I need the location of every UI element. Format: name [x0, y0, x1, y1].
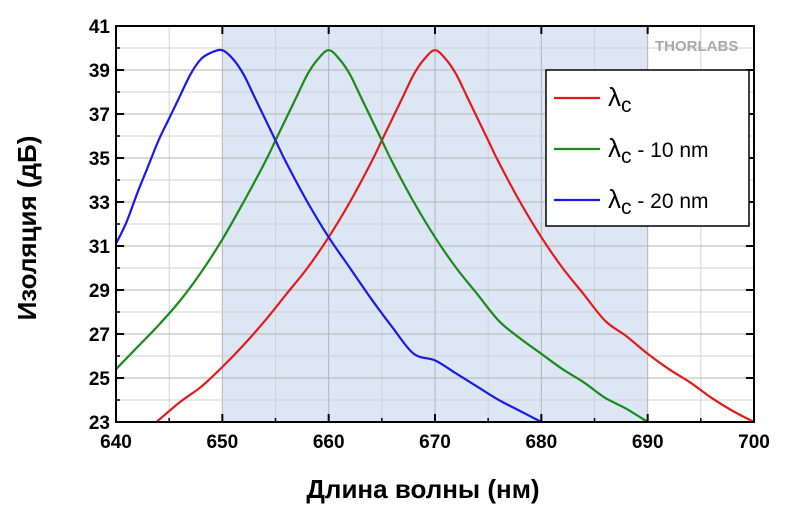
y-tick-label: 31: [89, 237, 111, 258]
y-tick-label: 39: [89, 61, 110, 82]
series-line-0: [155, 49, 755, 423]
lambda-symbol: λ: [608, 82, 621, 112]
ticks: [115, 25, 755, 423]
lambda-symbol: λ: [608, 133, 621, 163]
y-tick-label: 23: [89, 413, 110, 434]
x-tick-label: 650: [206, 432, 238, 453]
y-tick-label: 33: [89, 193, 110, 214]
x-tick-label: 640: [100, 432, 132, 453]
subscript-c: c: [621, 94, 632, 117]
x-tick-label: 660: [313, 432, 345, 453]
y-tick-label: 29: [89, 281, 110, 302]
lambda-symbol: λ: [608, 184, 621, 214]
x-tick-label: 680: [525, 432, 557, 453]
subscript-c: c: [621, 196, 632, 219]
y-axis-title: Изоляция (дБ): [12, 136, 42, 321]
y-tick-label: 35: [89, 149, 111, 170]
label-suffix: - 10 nm: [632, 139, 709, 162]
y-tick-label: 27: [89, 325, 110, 346]
y-tick-label: 37: [89, 105, 110, 126]
y-tick-labels: 23 25 27 29 31 33 35 37 39 41: [89, 17, 111, 434]
x-tick-label: 690: [632, 432, 664, 453]
y-tick-label: 25: [89, 369, 111, 390]
y-tick-label: 41: [89, 17, 111, 38]
subscript-c: c: [621, 145, 632, 168]
curves: [115, 48, 755, 423]
series-line-1: [115, 49, 649, 423]
x-tick-label: 700: [738, 432, 770, 453]
legend-label-0: λc: [608, 82, 632, 117]
label-suffix: - 20 nm: [632, 190, 709, 213]
legend-label-1: λc - 10 nm: [608, 133, 709, 168]
x-axis-title: Длина волны (нм): [306, 474, 539, 504]
x-tick-label: 670: [419, 432, 451, 453]
thorlabs-watermark: THORLABS: [655, 38, 738, 55]
legend-label-2: λc - 20 nm: [608, 184, 709, 219]
series-line-2: [115, 48, 542, 423]
x-tick-labels: 640 650 660 670 680 690 700: [100, 432, 770, 453]
